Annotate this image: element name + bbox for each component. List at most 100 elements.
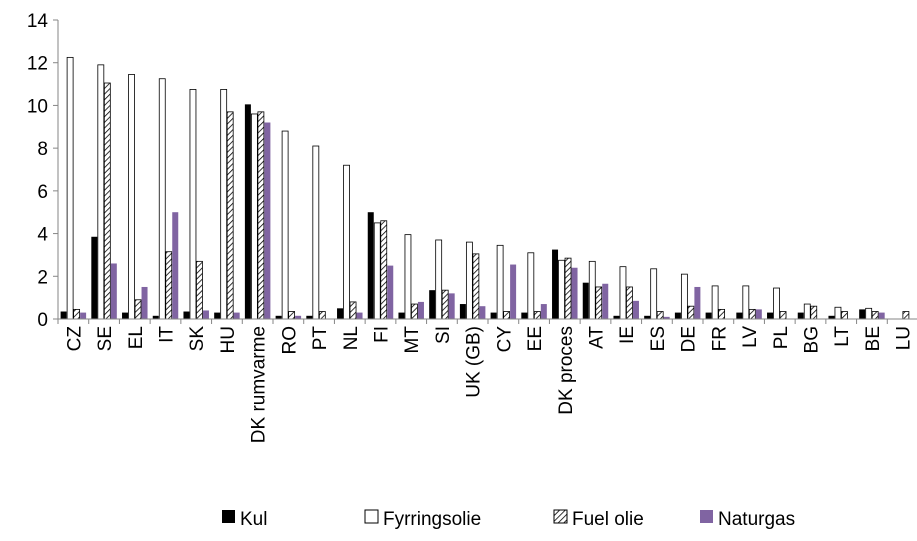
bar-fyrringsolie-cy <box>496 244 504 320</box>
bar-naturgas-sk <box>202 310 209 319</box>
bar-naturgas-el <box>141 286 148 319</box>
bar-fuel-olie-sk <box>196 260 203 320</box>
x-category-label: LT <box>832 326 853 347</box>
legend-swatch-kul <box>222 510 235 523</box>
bar-kul-lv <box>736 312 743 319</box>
x-category-label: CZ <box>64 326 85 352</box>
bar-fyrringsolie-fi <box>373 222 381 320</box>
legend: Kul Fyrringsolie Fuel olie Naturgas <box>222 509 795 530</box>
bar-kul-el <box>122 312 129 319</box>
x-category-label: BG <box>802 326 823 353</box>
bar-naturgas-de <box>694 286 701 319</box>
bar-naturgas-ie <box>632 300 639 319</box>
bar-naturgas-se <box>110 263 117 319</box>
bar-kul-mt <box>398 312 405 319</box>
bar-fyrringsolie-si <box>435 239 443 320</box>
x-category-label: SE <box>95 326 116 351</box>
bar-naturgas-dk-rumvarme <box>264 122 271 319</box>
bar-fyrringsolie-it <box>158 78 166 320</box>
legend-swatch-naturgas <box>700 510 713 523</box>
y-tick-label: 12 <box>27 54 48 75</box>
bar-fuel-olie-se <box>103 82 111 320</box>
x-category-label: AT <box>587 326 608 349</box>
legend-swatch-fyrringsolie <box>364 509 379 524</box>
bar-fyrringsolie-be <box>865 307 873 320</box>
bar-fyrringsolie-de <box>680 273 688 320</box>
bar-naturgas-uk-gb- <box>479 306 486 319</box>
bar-fyrringsolie-es <box>650 268 658 320</box>
bar-kul-dk-proces <box>552 249 559 319</box>
bar-fuel-olie-pt <box>318 311 326 320</box>
x-category-label: DK rumvarme <box>249 326 270 443</box>
bar-kul-lt <box>828 315 835 319</box>
x-category-label: FI <box>372 326 393 343</box>
bar-kul-be <box>859 309 866 319</box>
x-category-label: HU <box>218 326 239 353</box>
bar-fuel-olie-be <box>871 311 879 320</box>
bar-kul-cy <box>490 312 497 319</box>
bar-kul-uk-gb- <box>459 304 466 319</box>
y-tick-label: 4 <box>37 225 48 246</box>
bar-naturgas-ee <box>540 304 547 319</box>
bar-kul-at <box>582 282 589 319</box>
bar-fyrringsolie-sk <box>189 89 197 320</box>
y-tick-label: 2 <box>37 267 48 288</box>
y-tick-label: 14 <box>27 11 49 32</box>
x-category-label: RO <box>279 326 300 355</box>
bar-fyrringsolie-uk-gb- <box>465 241 473 320</box>
bar-kul-si <box>429 290 436 319</box>
x-category-label: NL <box>341 326 362 350</box>
bar-fuel-olie-bg <box>810 305 818 320</box>
legend-swatch-fuel-olie <box>553 509 568 524</box>
bar-fyrringsolie-el <box>128 74 135 320</box>
y-tick-label: 8 <box>37 139 48 160</box>
legend-label-fyrringsolie: Fyrringsolie <box>383 509 481 530</box>
bar-fuel-olie-ro <box>288 311 296 320</box>
x-category-label: SI <box>433 326 454 344</box>
y-tick-label: 6 <box>37 182 48 203</box>
bar-fuel-olie-cy <box>503 311 511 320</box>
bar-fyrringsolie-cz <box>66 56 74 320</box>
bar-fuel-olie-uk-gb- <box>472 253 480 320</box>
bar-fuel-olie-lv <box>748 308 756 320</box>
bar-fyrringsolie-mt <box>404 234 412 320</box>
bar-naturgas-si <box>448 293 455 319</box>
bar-fuel-olie-ee <box>533 311 541 320</box>
bar-fyrringsolie-pt <box>312 145 320 320</box>
bar-naturgas-mt <box>417 301 424 319</box>
bar-fuel-olie-hu <box>226 111 234 320</box>
bar-kul-it <box>152 315 159 319</box>
x-category-label: PT <box>310 326 331 351</box>
bar-fuel-olie-es <box>656 311 664 320</box>
bar-kul-hu <box>214 312 221 319</box>
bar-naturgas-lv <box>755 309 762 319</box>
x-category-label: DK proces <box>556 326 577 415</box>
bar-fyrringsolie-se <box>97 64 105 320</box>
legend-label-fuel-olie: Fuel olie <box>572 509 644 530</box>
bar-kul-sk <box>183 311 190 319</box>
x-category-label: UK (GB) <box>464 326 485 398</box>
bar-fuel-olie-lu <box>902 311 910 320</box>
bar-fuel-olie-el <box>134 299 142 320</box>
y-axis: 0 2 4 6 8 10 12 14 <box>27 11 59 331</box>
bar-naturgas-be <box>878 312 885 319</box>
bar-fuel-olie-si <box>441 289 449 320</box>
bar-naturgas-nl <box>356 312 363 319</box>
bar-kul-es <box>644 315 651 319</box>
legend-label-naturgas: Naturgas <box>718 509 795 530</box>
bar-fyrringsolie-ee <box>527 252 535 320</box>
bar-fyrringsolie-fr <box>711 285 719 320</box>
bar-fuel-olie-dk-rumvarme <box>257 111 265 320</box>
bar-naturgas-it <box>172 212 179 319</box>
bar-naturgas-fi <box>387 265 394 319</box>
bar-kul-nl <box>337 308 344 319</box>
x-category-label: MT <box>402 326 423 354</box>
x-category-label: DE <box>679 326 700 352</box>
bar-fyrringsolie-at <box>588 260 596 320</box>
bar-fuel-olie-mt <box>411 303 418 320</box>
bar-kul-dk-rumvarme <box>244 104 251 319</box>
bar-kul-cz <box>60 311 67 319</box>
x-category-label: EL <box>126 326 147 349</box>
bar-kul-fi <box>367 212 374 319</box>
